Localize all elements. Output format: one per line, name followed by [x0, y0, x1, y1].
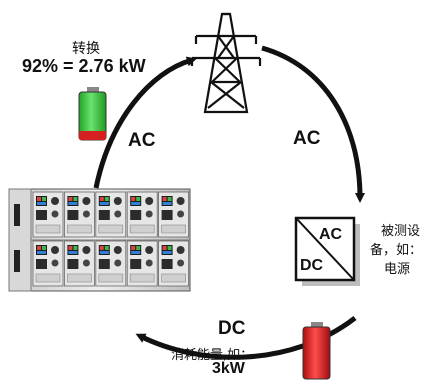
arrow-load-to-grid — [93, 56, 197, 189]
load-battery-icon — [302, 322, 331, 380]
rack-module — [32, 240, 64, 287]
arrow-label-ac-left: AC — [128, 130, 156, 151]
dut-label-line1: 被测设 — [381, 224, 421, 239]
rack-module — [158, 240, 190, 287]
rack-module — [126, 240, 158, 287]
rack-module — [158, 191, 190, 238]
rack-module — [95, 240, 127, 287]
dut-label-line2: 备，如： — [370, 243, 423, 258]
rack-module — [64, 191, 95, 238]
consumption-label-line1: 消耗能量,如： — [171, 348, 254, 363]
rack-module — [64, 240, 95, 287]
rack-module — [126, 191, 158, 238]
conversion-title: 转换 — [72, 41, 100, 57]
conversion-value: 92% = 2.76 kW — [22, 56, 146, 76]
rack-module — [95, 191, 127, 238]
ac-dc-converter-icon — [294, 216, 360, 286]
electronic-load-rack-icon — [8, 188, 191, 292]
arrow-label-ac-right: AC — [293, 128, 321, 149]
converter-dc-label: DC — [300, 257, 324, 274]
arrow-grid-to-converter — [261, 45, 365, 203]
converter-ac-label: AC — [319, 226, 343, 243]
power-tower-icon — [190, 12, 262, 114]
arrow-label-dc-bottom: DC — [218, 318, 246, 339]
efficiency-battery-icon — [78, 87, 107, 141]
dut-label-line3: 电源 — [384, 262, 411, 277]
consumption-label-line2: 3kW — [212, 360, 245, 377]
rack-module — [32, 191, 64, 238]
